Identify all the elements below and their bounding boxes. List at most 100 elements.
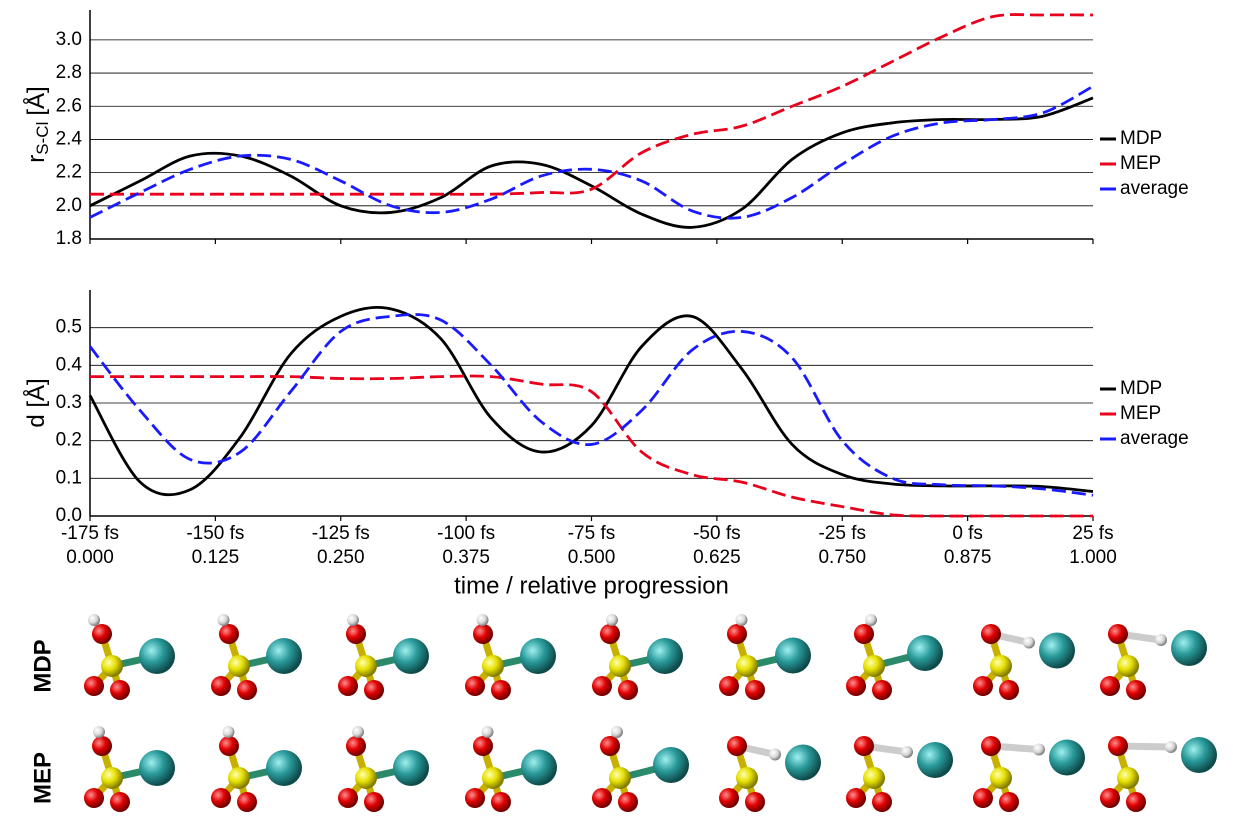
atom bbox=[1126, 792, 1146, 812]
x-tick-label: 0.250 bbox=[317, 547, 365, 568]
y-axis-title-main: r bbox=[23, 155, 50, 163]
atom bbox=[218, 614, 230, 626]
x-tick-label-time: -25 fs bbox=[818, 523, 866, 544]
atom bbox=[101, 767, 123, 789]
atom bbox=[872, 792, 892, 812]
row-label: MEP bbox=[29, 752, 56, 804]
atom bbox=[491, 792, 511, 812]
atom bbox=[981, 736, 1001, 756]
y-tick-label: 0.2 bbox=[56, 430, 82, 451]
atom bbox=[84, 788, 104, 808]
molecule bbox=[211, 726, 302, 812]
atom bbox=[981, 624, 1001, 644]
y-tick-label: 0.5 bbox=[56, 317, 82, 338]
y-tick-label: 2.0 bbox=[56, 195, 82, 216]
atom bbox=[606, 614, 618, 626]
atom bbox=[465, 676, 485, 696]
atom bbox=[88, 614, 100, 626]
atom bbox=[917, 742, 953, 778]
molecule bbox=[973, 624, 1075, 700]
atom bbox=[592, 676, 612, 696]
y-tick-label: 2.2 bbox=[56, 162, 82, 183]
y-axis-title: rS-Cl[Å] bbox=[22, 86, 52, 162]
atom bbox=[92, 624, 112, 644]
atom bbox=[653, 747, 689, 783]
molecule bbox=[592, 726, 689, 812]
legend-label: average bbox=[1120, 178, 1189, 199]
atom bbox=[93, 726, 105, 738]
molecule bbox=[719, 614, 811, 700]
y-axis-title: d [Å] bbox=[22, 378, 50, 427]
x-tick-label: 0.875 bbox=[944, 547, 992, 568]
x-tick-label: 0.125 bbox=[192, 547, 240, 568]
x-tick-label-time: -125 fs bbox=[312, 523, 370, 544]
legend-label: MDP bbox=[1120, 128, 1162, 149]
y-tick-label: 0.3 bbox=[56, 392, 82, 413]
atom bbox=[1155, 634, 1167, 646]
atom bbox=[854, 736, 874, 756]
atom bbox=[355, 767, 377, 789]
series-line bbox=[90, 307, 1093, 494]
series-line bbox=[90, 98, 1093, 228]
atom bbox=[1117, 767, 1139, 789]
atom bbox=[520, 638, 556, 674]
atom bbox=[219, 624, 239, 644]
y-axis-title-main: d [Å] bbox=[22, 378, 50, 427]
atom bbox=[901, 746, 913, 758]
atom bbox=[521, 750, 557, 786]
x-tick-label: 1.000 bbox=[1069, 547, 1117, 568]
atom bbox=[482, 767, 504, 789]
atom bbox=[237, 680, 257, 700]
atom bbox=[491, 680, 511, 700]
atom bbox=[618, 792, 638, 812]
row-label: MDP bbox=[29, 639, 56, 692]
atom bbox=[465, 788, 485, 808]
atom bbox=[907, 635, 943, 671]
atom bbox=[647, 638, 683, 674]
atom bbox=[482, 655, 504, 677]
x-axis-title: time / relative progression bbox=[454, 572, 729, 599]
y-tick-label: 1.8 bbox=[56, 228, 82, 249]
atom bbox=[719, 788, 739, 808]
atom bbox=[727, 624, 747, 644]
x-tick-label-time: 0 fs bbox=[952, 523, 983, 544]
molecule bbox=[465, 614, 556, 700]
y-tick-label: 0.1 bbox=[56, 467, 82, 488]
atom bbox=[846, 676, 866, 696]
atom bbox=[609, 767, 631, 789]
molecule bbox=[338, 726, 429, 812]
legend-label: average bbox=[1120, 428, 1189, 449]
atom bbox=[110, 792, 130, 812]
atom bbox=[736, 614, 748, 626]
x-tick-label: 0.375 bbox=[442, 547, 490, 568]
x-tick-label-time: -150 fs bbox=[186, 523, 244, 544]
atom bbox=[211, 676, 231, 696]
atom bbox=[973, 788, 993, 808]
atom bbox=[84, 676, 104, 696]
atom bbox=[863, 767, 885, 789]
x-tick-label-time: -175 fs bbox=[61, 523, 119, 544]
molecule bbox=[338, 614, 429, 700]
atom bbox=[745, 680, 765, 700]
series-line bbox=[90, 376, 1093, 516]
x-tick-label-time: -75 fs bbox=[568, 523, 616, 544]
molecule bbox=[465, 726, 557, 812]
series-line bbox=[90, 15, 1093, 195]
atom bbox=[775, 638, 811, 674]
atom bbox=[346, 736, 366, 756]
molecule bbox=[592, 614, 683, 700]
atom bbox=[1108, 736, 1128, 756]
atom bbox=[139, 750, 175, 786]
atom bbox=[1023, 637, 1035, 649]
y-tick-label: 2.6 bbox=[56, 95, 82, 116]
atom bbox=[990, 767, 1012, 789]
molecule bbox=[1100, 736, 1217, 812]
molecule bbox=[1100, 624, 1207, 700]
atom bbox=[736, 655, 758, 677]
atom bbox=[785, 745, 821, 781]
molecule bbox=[84, 726, 175, 812]
atom bbox=[1126, 680, 1146, 700]
atom bbox=[1117, 655, 1139, 677]
x-tick-label-time: -100 fs bbox=[437, 523, 495, 544]
atom bbox=[1033, 744, 1045, 756]
